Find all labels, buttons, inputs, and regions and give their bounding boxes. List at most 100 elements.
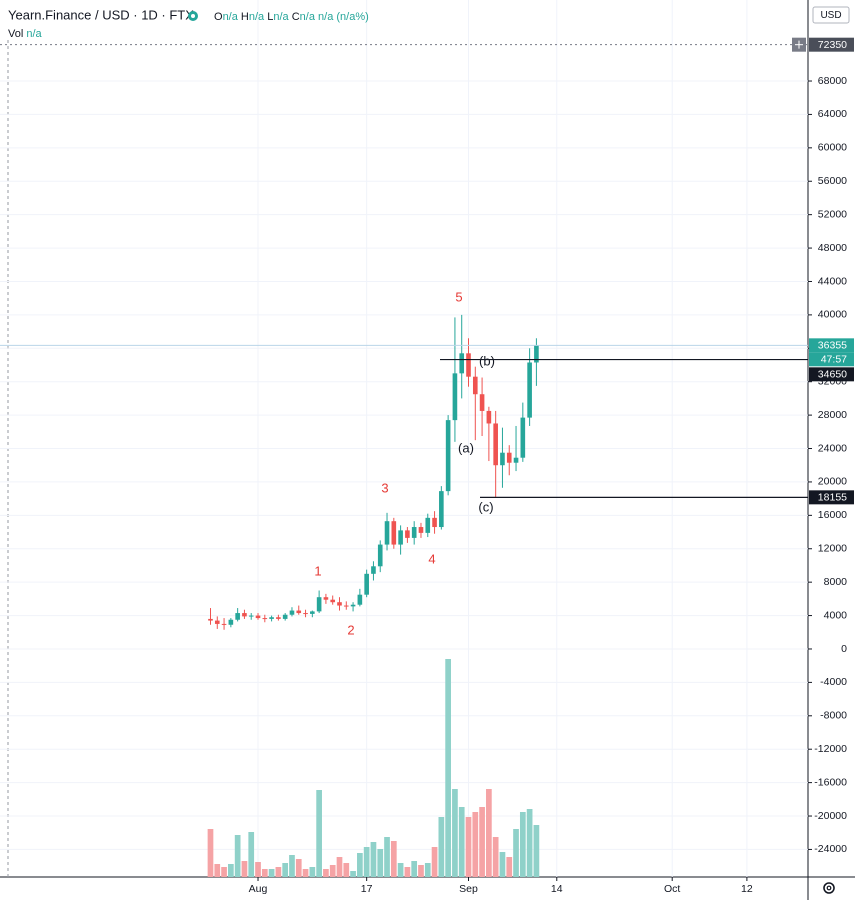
x-tick-label: Sep bbox=[459, 883, 478, 895]
candle-body bbox=[316, 597, 322, 612]
volume-bar bbox=[221, 867, 227, 877]
y-tick-label: -8000 bbox=[820, 710, 847, 722]
y-tick-label: 4000 bbox=[824, 609, 848, 621]
candle-body bbox=[459, 353, 465, 374]
volume-bar bbox=[411, 861, 418, 877]
legend-value: n/a bbox=[223, 11, 239, 23]
volume-legend: Vol n/a bbox=[8, 28, 43, 40]
candle-body bbox=[330, 599, 336, 603]
candle-body bbox=[466, 353, 471, 377]
y-tick-label: 44000 bbox=[818, 275, 847, 287]
y-tick-label: 60000 bbox=[818, 142, 847, 154]
candle-body bbox=[445, 420, 451, 492]
x-tick-label: Aug bbox=[249, 883, 268, 895]
volume-bar bbox=[506, 857, 513, 877]
volume-bar bbox=[452, 789, 458, 877]
volume-bar bbox=[275, 867, 282, 877]
volume-bar bbox=[329, 865, 336, 877]
legend-label: C bbox=[292, 11, 300, 23]
candle-body bbox=[425, 517, 431, 533]
y-tick-label: 52000 bbox=[818, 208, 847, 220]
volume-bar bbox=[472, 812, 479, 877]
volume-bar bbox=[384, 837, 390, 877]
volume-bar bbox=[458, 807, 465, 877]
candle-body bbox=[235, 613, 240, 620]
volume-bar bbox=[499, 852, 506, 877]
y-tick-label: 12000 bbox=[818, 543, 847, 555]
volume-bar bbox=[519, 812, 526, 877]
volume-bar bbox=[465, 817, 472, 877]
y-tick-label: 20000 bbox=[818, 476, 847, 488]
volume-bar bbox=[228, 864, 234, 877]
y-tick-label: 24000 bbox=[818, 442, 847, 454]
volume-bar bbox=[309, 867, 316, 877]
candle-body bbox=[343, 605, 349, 607]
level-label-box bbox=[809, 367, 854, 382]
gear-center[interactable] bbox=[826, 885, 832, 891]
candle-body bbox=[228, 619, 234, 625]
alert-label: 72350 bbox=[818, 39, 847, 51]
volume-bar bbox=[404, 867, 411, 877]
candle-body bbox=[310, 611, 315, 614]
candle-body bbox=[486, 410, 492, 424]
x-tick-label: 17 bbox=[361, 883, 373, 895]
ohlc-legend: On/a Hn/a Ln/a Cn/a n/a (n/a%) bbox=[214, 11, 369, 23]
candle-body bbox=[411, 527, 417, 538]
volume-bar bbox=[438, 817, 445, 877]
candle-body bbox=[506, 452, 512, 463]
alert-label-box bbox=[809, 37, 854, 52]
y-tick-label: -20000 bbox=[814, 810, 847, 822]
candle-body bbox=[472, 376, 478, 395]
volume-bar bbox=[336, 857, 343, 877]
volume-bar bbox=[316, 790, 322, 877]
legend-label: H bbox=[241, 11, 249, 23]
x-tick-label: 12 bbox=[741, 883, 753, 895]
last-price-label: 36355 bbox=[818, 340, 847, 352]
settings-icon[interactable] bbox=[823, 882, 835, 894]
y-tick-label: 28000 bbox=[818, 409, 847, 421]
volume-bar bbox=[431, 847, 438, 877]
volume-bar bbox=[343, 863, 350, 877]
legend-change: n/a (n/a%) bbox=[318, 11, 369, 23]
y-tick-label: 16000 bbox=[818, 509, 847, 521]
volume-value: n/a bbox=[26, 28, 42, 40]
candle-body bbox=[527, 362, 532, 418]
volume-bar bbox=[282, 863, 289, 877]
volume-bar bbox=[289, 855, 295, 877]
candle-body bbox=[323, 597, 329, 600]
volume-bar bbox=[513, 829, 519, 877]
y-tick-label: -16000 bbox=[814, 776, 847, 788]
level-label-box bbox=[809, 490, 854, 505]
legend-value: n/a bbox=[249, 11, 265, 23]
x-tick-label: 14 bbox=[551, 883, 563, 895]
wave-label: (c) bbox=[478, 499, 493, 514]
legend-label: L bbox=[267, 11, 273, 23]
wave-label: 5 bbox=[455, 289, 462, 304]
candle-body bbox=[405, 530, 410, 538]
candle-body bbox=[377, 544, 383, 567]
volume-label: Vol bbox=[8, 28, 23, 40]
wave-label: 2 bbox=[347, 622, 354, 637]
candle-body bbox=[439, 491, 444, 528]
gear[interactable] bbox=[823, 882, 835, 894]
volume-bar bbox=[492, 837, 499, 877]
legend-value: n/a bbox=[300, 11, 316, 23]
candle-body bbox=[371, 566, 376, 574]
volume-bar bbox=[424, 863, 431, 877]
candle-body bbox=[364, 573, 369, 595]
candle-body bbox=[296, 610, 302, 614]
volume-bar bbox=[255, 862, 261, 877]
volume-bar bbox=[323, 869, 329, 877]
candle-body bbox=[432, 517, 437, 528]
candle-body bbox=[398, 530, 403, 545]
candle-body bbox=[534, 345, 539, 363]
y-tick-label: 48000 bbox=[818, 242, 847, 254]
volume-bar bbox=[479, 807, 485, 877]
currency-badge[interactable] bbox=[812, 6, 850, 24]
y-tick-label: 56000 bbox=[818, 175, 847, 187]
x-tick-label: Oct bbox=[664, 883, 680, 895]
candle-body bbox=[520, 417, 526, 458]
y-tick-label: 0 bbox=[841, 643, 847, 655]
